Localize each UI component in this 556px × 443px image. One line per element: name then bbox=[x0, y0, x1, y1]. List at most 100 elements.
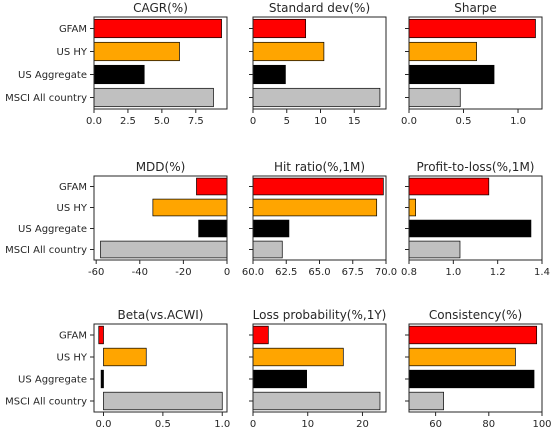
x-tick-label: 15 bbox=[348, 116, 361, 127]
panel-title: Standard dev(%) bbox=[269, 1, 370, 15]
bar-us-hy bbox=[408, 198, 417, 217]
panel-5: Profit-to-loss(%,1M) 0.8 1.0 1.2 1.4 bbox=[401, 160, 550, 278]
panel-2: Sharpe 0.0 0.5 1.0 bbox=[401, 1, 543, 127]
x-tick-label: 10 bbox=[314, 116, 327, 127]
axes-frame bbox=[93, 175, 228, 261]
bar-gfam bbox=[408, 18, 536, 39]
bar-msci-all-country bbox=[408, 87, 461, 108]
x-tick-label: 62.5 bbox=[275, 267, 297, 278]
panel-title: Beta(vs.ACWI) bbox=[118, 308, 204, 322]
x-tick-label: 2.5 bbox=[120, 116, 136, 127]
panel-title: Consistency(%) bbox=[429, 308, 522, 322]
x-tick-label: -60 bbox=[88, 267, 104, 278]
bar-gfam bbox=[196, 177, 228, 196]
x-tick-label: 1.4 bbox=[534, 267, 550, 278]
bar-gfam bbox=[408, 177, 490, 196]
x-tick-label: 20 bbox=[356, 419, 369, 430]
x-tick-label: 1.2 bbox=[490, 267, 506, 278]
y-tick-label: MSCI All country bbox=[5, 93, 87, 104]
x-tick-label: 0.0 bbox=[401, 116, 417, 127]
bar-us-hy bbox=[103, 347, 147, 367]
bar-gfam bbox=[408, 325, 538, 345]
panel-title: MDD(%) bbox=[136, 160, 186, 174]
x-tick-label: 0.5 bbox=[155, 419, 171, 430]
panel-title: Hit ratio(%,1M) bbox=[274, 160, 365, 174]
y-tick-label: US Aggregate bbox=[18, 375, 87, 386]
x-tick-label: 70.0 bbox=[375, 267, 397, 278]
panel-title: Sharpe bbox=[454, 1, 497, 15]
x-tick-label: 5.0 bbox=[154, 116, 170, 127]
bar-us-aggregate bbox=[100, 369, 104, 389]
bar-msci-all-country bbox=[408, 240, 461, 259]
bar-us-aggregate bbox=[408, 64, 495, 85]
panel-title: Profit-to-loss(%,1M) bbox=[417, 160, 535, 174]
bar-gfam bbox=[252, 18, 307, 39]
axes-frame bbox=[408, 323, 543, 413]
bar-msci-all-country bbox=[93, 87, 214, 108]
bar-us-aggregate bbox=[408, 369, 535, 389]
x-tick-label: 60.0 bbox=[242, 267, 264, 278]
y-tick-label: GFAM bbox=[59, 24, 87, 35]
x-tick-label: 0.8 bbox=[401, 267, 417, 278]
bar-us-hy bbox=[252, 198, 378, 217]
panel-title: CAGR(%) bbox=[133, 1, 188, 15]
bar-us-aggregate bbox=[408, 219, 532, 238]
x-tick-label: 0 bbox=[224, 267, 230, 278]
panel-4: Hit ratio(%,1M) 60.0 62.5 65.0 67.5 70.0 bbox=[242, 160, 397, 278]
axes-frame bbox=[408, 16, 543, 110]
x-tick-label: 60 bbox=[429, 419, 442, 430]
bar-us-hy bbox=[408, 347, 516, 367]
y-tick-label: GFAM bbox=[59, 182, 87, 193]
bar-us-aggregate bbox=[252, 219, 290, 238]
x-tick-label: 0 bbox=[250, 419, 256, 430]
axes-frame bbox=[93, 16, 228, 110]
bar-msci-all-country bbox=[252, 240, 283, 259]
panel-title: Loss probability(%,1Y) bbox=[253, 308, 387, 322]
x-tick-label: 65.0 bbox=[308, 267, 330, 278]
axes-frame bbox=[252, 16, 387, 110]
y-tick-label: GFAM bbox=[59, 331, 87, 342]
bar-msci-all-country bbox=[408, 391, 444, 411]
x-tick-label: 100 bbox=[532, 419, 551, 430]
x-tick-label: 1.0 bbox=[214, 419, 230, 430]
panel-7: Loss probability(%,1Y) 0 10 20 bbox=[249, 308, 387, 430]
bar-us-hy bbox=[252, 347, 344, 367]
panel-3: MDD(%) -60 -40 -20 0 GFAM US HY US Aggregate MSC… bbox=[5, 160, 230, 278]
y-tick-label: US Aggregate bbox=[18, 70, 87, 81]
x-tick-label: 0 bbox=[250, 116, 256, 127]
x-tick-label: 7.5 bbox=[188, 116, 204, 127]
bar-us-aggregate bbox=[252, 369, 307, 389]
y-tick-label: US HY bbox=[57, 203, 88, 214]
bar-us-hy bbox=[408, 41, 477, 62]
panel-6: Beta(vs.ACWI) 0.0 0.5 1.0 GFAM US HY US Aggreg… bbox=[5, 308, 230, 430]
bar-gfam bbox=[252, 177, 384, 196]
bar-us-hy bbox=[93, 41, 180, 62]
axes-frame bbox=[93, 323, 228, 413]
axes-frame bbox=[252, 323, 387, 413]
bar-msci-all-country bbox=[252, 391, 381, 411]
y-tick-label: US Aggregate bbox=[18, 224, 87, 235]
bar-gfam bbox=[252, 325, 269, 345]
bar-us-hy bbox=[252, 41, 325, 62]
y-tick-label: MSCI All country bbox=[5, 397, 87, 408]
bar-msci-all-country bbox=[103, 391, 223, 411]
x-tick-label: 67.5 bbox=[342, 267, 364, 278]
y-tick-label: US HY bbox=[57, 353, 88, 364]
bar-gfam bbox=[98, 325, 104, 345]
panel-8: Consistency(%) 60 80 100 bbox=[405, 308, 552, 430]
x-tick-label: 5 bbox=[284, 116, 290, 127]
y-tick-label: MSCI All country bbox=[5, 245, 87, 256]
x-tick-label: -40 bbox=[132, 267, 148, 278]
bar-msci-all-country bbox=[100, 240, 228, 259]
bar-us-aggregate bbox=[252, 64, 286, 85]
x-tick-label: 1.0 bbox=[510, 116, 526, 127]
x-tick-label: -20 bbox=[175, 267, 191, 278]
x-tick-label: 0.0 bbox=[86, 116, 102, 127]
x-tick-label: 10 bbox=[301, 419, 314, 430]
y-tick-label: US HY bbox=[57, 47, 88, 58]
bar-us-aggregate bbox=[198, 219, 228, 238]
x-tick-label: 0.0 bbox=[96, 419, 112, 430]
panel-1: Standard dev(%) 0 5 10 15 bbox=[249, 1, 387, 127]
x-tick-label: 80 bbox=[482, 419, 495, 430]
x-tick-label: 0.5 bbox=[456, 116, 472, 127]
